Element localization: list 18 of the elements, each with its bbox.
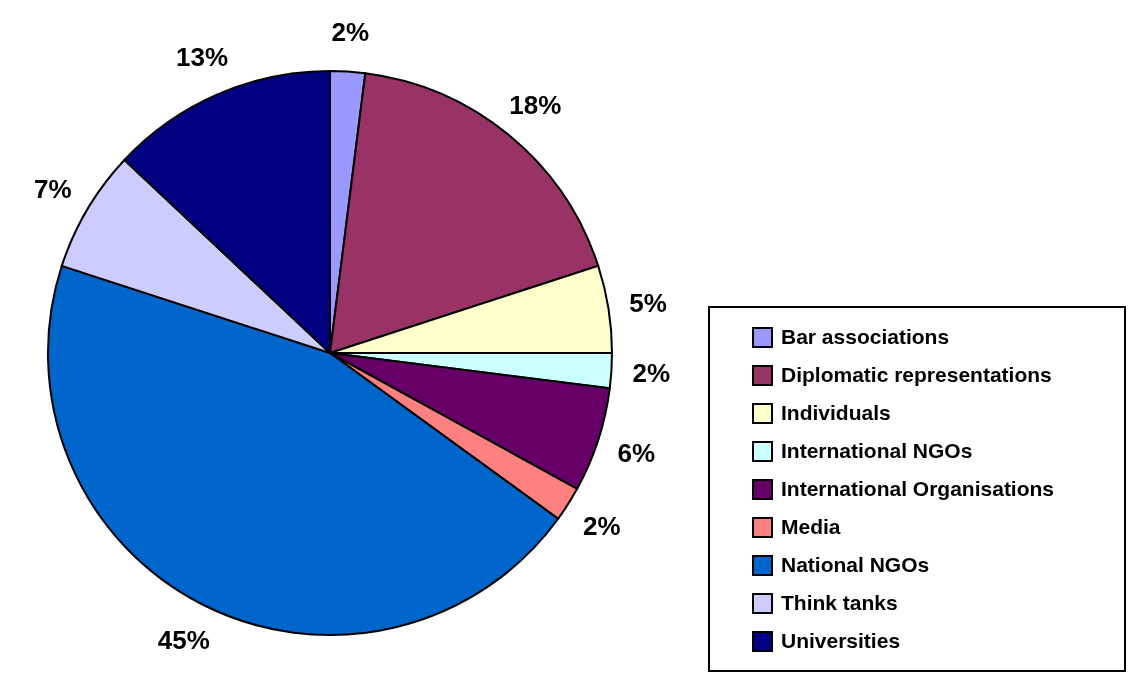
data-label: 6% bbox=[617, 437, 656, 468]
legend-label: Think tanks bbox=[781, 591, 898, 615]
data-label: 45% bbox=[157, 624, 210, 655]
legend-label: Individuals bbox=[781, 401, 891, 425]
data-label: 5% bbox=[629, 287, 667, 318]
data-label: 2% bbox=[331, 16, 370, 47]
data-label: 13% bbox=[176, 42, 229, 73]
legend-label: Diplomatic representations bbox=[781, 363, 1052, 387]
legend-label: International Organisations bbox=[781, 477, 1055, 501]
legend-label: Bar associations bbox=[781, 325, 950, 349]
legend-label: Universities bbox=[781, 629, 901, 653]
legend-label: National NGOs bbox=[781, 553, 930, 577]
data-label: 2% bbox=[632, 358, 671, 389]
data-label: 18% bbox=[509, 89, 562, 120]
data-label: 7% bbox=[34, 174, 72, 205]
legend-label: Media bbox=[781, 515, 841, 539]
legend-label: International NGOs bbox=[781, 439, 973, 463]
data-label: 2% bbox=[583, 510, 621, 541]
